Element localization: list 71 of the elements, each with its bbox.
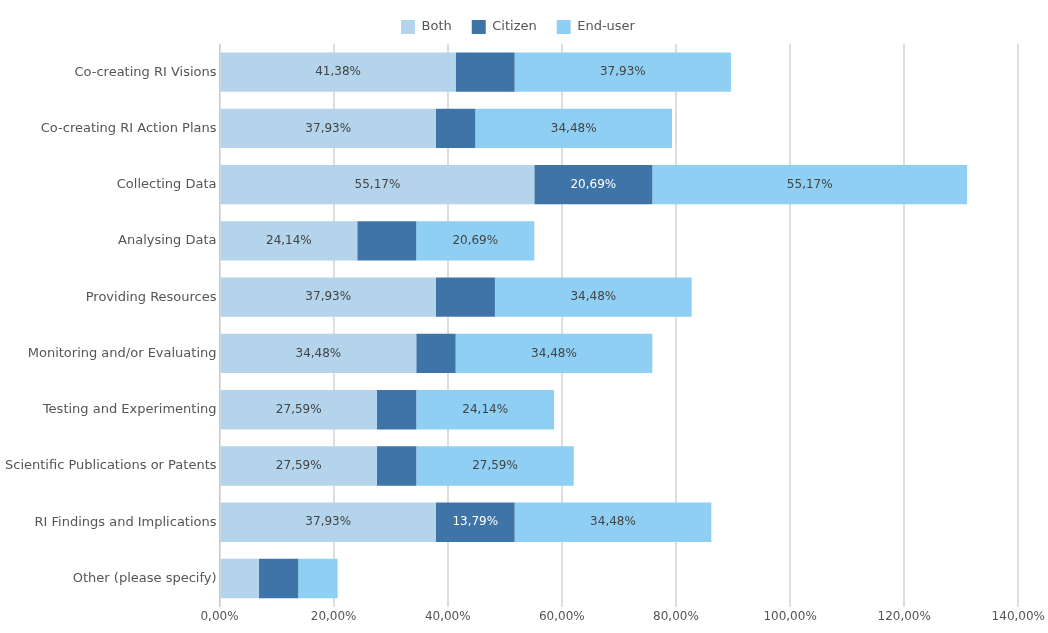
y-tick-label: Testing and Experimenting [41,401,217,417]
data-label: 34,48% [590,514,636,529]
bar [220,558,259,599]
bar [298,558,338,599]
bar [220,108,436,149]
bar [376,446,417,486]
x-tick-label: 40,00% [424,608,471,623]
y-tick-label: Monitoring and/or Evaluating [27,344,217,360]
bar [534,164,653,205]
bar [376,390,417,430]
x-tick-label: 0,00% [200,608,239,623]
bar [475,108,673,149]
data-label: 34,48% [295,345,342,360]
bar [455,333,653,374]
bar [220,277,436,317]
bar [514,502,712,542]
bar [435,502,515,542]
bar [435,277,495,317]
bar [455,52,515,92]
bar [357,221,417,261]
data-label: 34,48% [531,345,577,360]
bar [416,221,535,261]
y-tick-label: Co-creating RI Action Plans [40,119,217,135]
data-label: 13,79% [452,514,499,529]
data-label: 24,14% [266,233,312,248]
bar [220,52,456,92]
data-label: 55,17% [354,176,401,191]
bar [494,277,692,317]
data-label: 20,69% [570,176,617,191]
y-tick-label: Providing Resources [85,288,217,304]
data-label: 24,14% [462,401,509,416]
bar [220,164,535,205]
x-tick-label: 20,00% [310,608,357,623]
bar [220,333,417,374]
data-label: 37,93% [305,514,352,529]
bar [514,52,732,92]
bar [416,390,555,430]
data-label: 27,59% [472,458,518,473]
data-label: 55,17% [786,176,833,191]
legend-label: Both [421,18,452,34]
x-tick-label: 60,00% [538,608,585,623]
bar [652,164,968,205]
data-label: 34,48% [550,120,597,135]
data-label: 37,93% [599,64,646,79]
y-tick-label: Scientific Publications or Patents [5,457,217,473]
y-tick-label: Co-creating RI Visions [74,63,217,79]
data-label: 37,93% [305,120,352,135]
bar [416,446,574,486]
data-label: 41,38% [315,64,361,79]
data-label: 20,69% [452,233,499,248]
x-tick-label: 80,00% [653,608,699,623]
data-label: 27,59% [275,458,322,473]
bar [220,502,436,542]
legend-label: Citizen [492,18,537,34]
y-tick-label: Collecting Data [116,176,217,192]
x-tick-label: 100,00% [763,608,817,623]
bar [435,108,476,149]
x-tick-label: 120,00% [877,608,931,623]
y-tick-label: Analysing Data [118,232,217,248]
data-label: 34,48% [570,289,617,304]
bar [220,446,377,486]
bar [220,390,377,430]
x-tick-label: 140,00% [991,608,1045,623]
bar [258,558,299,599]
bar [220,221,358,261]
data-label: 27,59% [275,401,322,416]
bar [416,333,456,374]
y-tick-label: RI Findings and Implications [34,513,217,529]
y-tick-label: Other (please specify) [72,569,217,585]
legend-label: End-user [577,18,636,34]
data-label: 37,93% [305,289,352,304]
